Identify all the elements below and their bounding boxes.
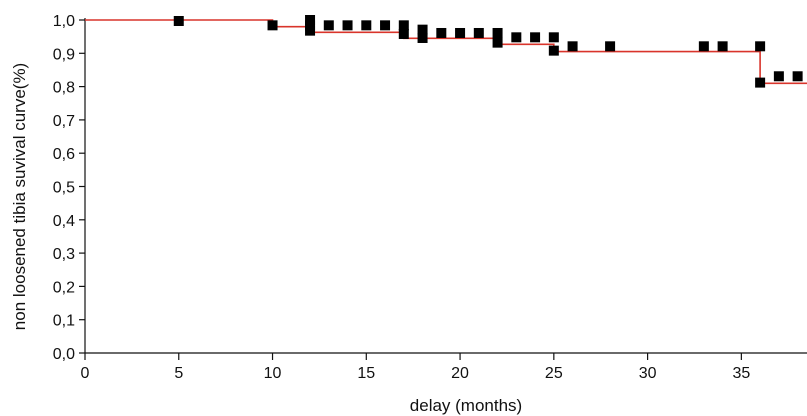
censored-marker	[436, 27, 447, 38]
y-tick-label: 0,9	[53, 46, 75, 63]
y-tick-label: 0,1	[53, 313, 75, 330]
censored-marker	[173, 15, 184, 26]
x-tick-label: 0	[81, 365, 90, 382]
plot-area	[85, 15, 807, 88]
censored-marker	[361, 20, 372, 31]
censored-marker	[605, 41, 616, 52]
censored-marker	[567, 41, 578, 52]
x-tick-label: 5	[174, 365, 183, 382]
x-axis-title: delay (months)	[410, 396, 522, 415]
y-tick-label: 1,0	[53, 13, 75, 30]
censored-marker	[398, 20, 409, 31]
survival-step-line	[85, 19, 807, 85]
censored-marker	[305, 15, 316, 25]
y-axis-title: non loosened tibia suvival curve(%)	[10, 63, 29, 330]
x-tick-label: 35	[732, 365, 750, 382]
x-tick-label: 10	[264, 365, 282, 382]
y-axis-ticks: 0,0 0,1 0,2 0,3 0,4 0,5 0,6 0,7 0,8 0,9 1,0	[53, 13, 85, 363]
censored-marker	[773, 71, 784, 82]
censored-marker	[755, 77, 766, 88]
censored-marker	[548, 32, 559, 43]
y-tick-label: 0,8	[53, 80, 75, 97]
y-tick-label: 0,5	[53, 180, 75, 197]
censored-marker	[323, 20, 334, 31]
censored-marker	[755, 41, 766, 52]
x-tick-label: 15	[357, 365, 375, 382]
y-tick-label: 0,0	[53, 346, 75, 363]
censored-marker	[342, 20, 353, 31]
censored-marker	[530, 32, 541, 43]
censored-marker	[511, 32, 522, 43]
censored-marker	[548, 45, 559, 56]
y-tick-label: 0,3	[53, 246, 75, 263]
censored-marker	[473, 27, 484, 38]
x-tick-label: 20	[451, 365, 469, 382]
censored-marker	[492, 27, 503, 38]
censored-marker	[455, 27, 466, 38]
censored-marker	[380, 20, 391, 31]
x-axis-ticks: 0 5 10 15 20 25 30 35	[81, 353, 750, 382]
y-tick-label: 0,7	[53, 113, 75, 130]
y-tick-label: 0,2	[53, 279, 75, 296]
censored-marker	[492, 37, 503, 48]
y-tick-label: 0,6	[53, 146, 75, 163]
censored-marker	[792, 71, 803, 82]
censored-marker	[717, 41, 728, 52]
censored-marker	[305, 20, 316, 31]
y-tick-label: 0,4	[53, 213, 75, 230]
censored-marker	[417, 24, 428, 35]
censored-marker	[417, 32, 428, 43]
censored-marker	[267, 20, 278, 31]
censored-marker	[698, 41, 709, 52]
x-tick-label: 30	[639, 365, 657, 382]
censored-marker	[398, 28, 409, 39]
x-tick-label: 25	[545, 365, 563, 382]
censored-marker	[305, 25, 316, 36]
